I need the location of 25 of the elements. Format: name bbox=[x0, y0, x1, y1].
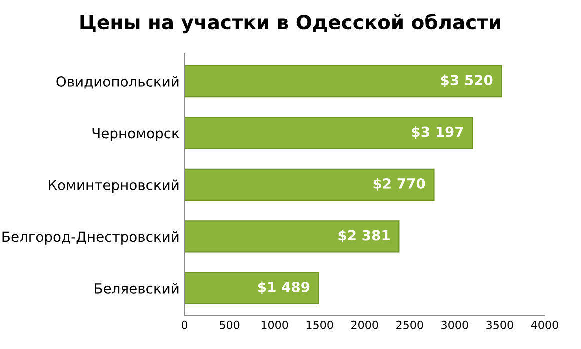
bar bbox=[184, 272, 320, 304]
x-tick-label: 1000 bbox=[262, 320, 288, 330]
chart-title: Цены на участки в Одесской области bbox=[80, 14, 500, 34]
y-tick-label: Белгород-Днестровский bbox=[2, 231, 179, 245]
y-tick-label: Беляевский bbox=[95, 283, 179, 294]
data-label: $1 489 bbox=[258, 282, 310, 294]
x-tick-label: 0 bbox=[182, 320, 188, 330]
x-tick-label: 3500 bbox=[486, 320, 514, 330]
x-tick-label: 2500 bbox=[396, 320, 424, 330]
data-label: $2 770 bbox=[374, 178, 426, 191]
y-tick-label: Коминтерновский bbox=[49, 180, 179, 194]
x-tick-label: 4000 bbox=[531, 320, 558, 330]
x-tick-label: 2000 bbox=[352, 320, 378, 330]
bar bbox=[184, 220, 400, 253]
x-tick-label: 1500 bbox=[306, 320, 334, 330]
x-tick-label: 500 bbox=[220, 320, 240, 330]
y-tick-label: Черноморск bbox=[92, 128, 180, 142]
bar bbox=[184, 168, 435, 202]
y-tick-label: Овидиопольский bbox=[56, 76, 179, 89]
x-tick-label: 3000 bbox=[442, 320, 468, 330]
data-label: $3 197 bbox=[412, 126, 464, 140]
bar bbox=[184, 117, 474, 150]
data-label: $2 381 bbox=[338, 230, 390, 243]
data-label: $3 520 bbox=[441, 74, 493, 88]
bar bbox=[184, 65, 502, 98]
